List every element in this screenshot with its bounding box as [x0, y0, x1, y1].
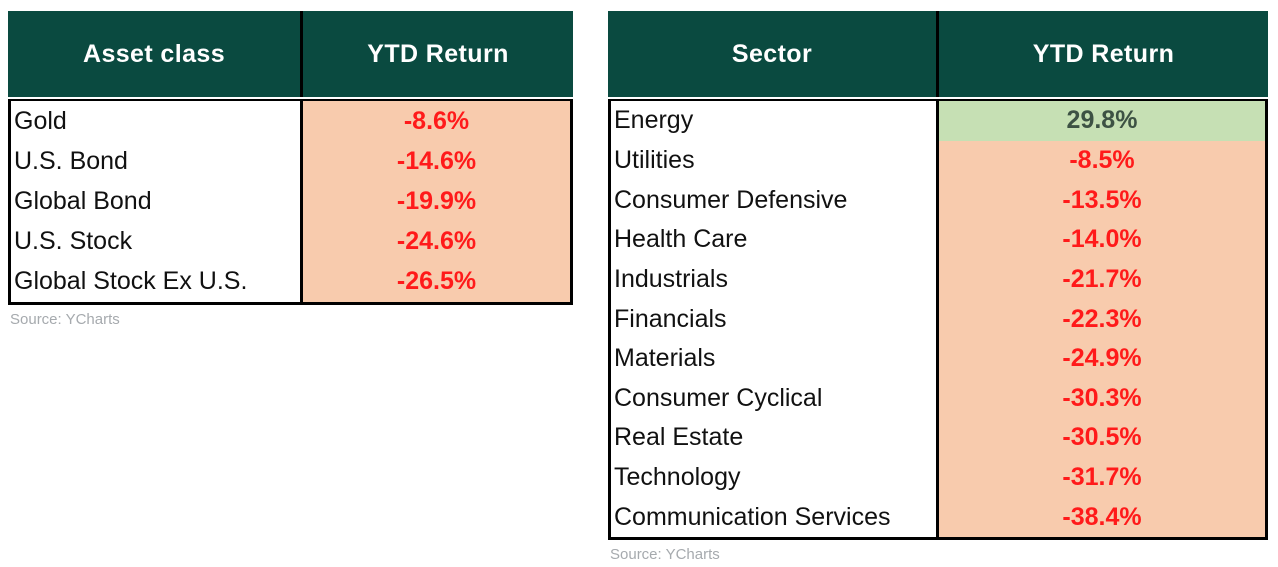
table-row: U.S. Stock -24.6% [11, 221, 570, 262]
row-label: U.S. Bond [11, 141, 303, 182]
row-value: -30.3% [939, 378, 1265, 419]
row-label: Technology [611, 457, 939, 498]
table-row: Technology -31.7% [611, 457, 1265, 498]
row-value: -13.5% [939, 180, 1265, 220]
row-label: Gold [11, 101, 303, 142]
row-value: -31.7% [939, 457, 1265, 498]
row-label: Utilities [611, 140, 939, 181]
header-cell-ytd-return: YTD Return [1032, 39, 1175, 68]
table-row: Global Bond -19.9% [11, 181, 570, 222]
table-row: Financials -22.3% [611, 299, 1265, 339]
header-cell-sector: Sector [608, 11, 939, 97]
table-row: Consumer Cyclical -30.3% [611, 378, 1265, 419]
table-row: Utilities -8.5% [611, 140, 1265, 181]
row-label: Financials [611, 299, 939, 339]
row-value: -38.4% [939, 497, 1265, 538]
row-value: -21.7% [939, 259, 1265, 300]
sector-table-body: Energy 29.8% Utilities -8.5% Consumer Defens… [608, 99, 1268, 540]
row-value: -14.6% [303, 141, 570, 182]
table-row: Communication Services -38.4% [611, 497, 1265, 538]
sector-table: Sector YTD Return Energy 29.8% Utilities -8… [608, 11, 1268, 563]
row-label: Real Estate [611, 418, 939, 458]
table-row: Global Stock Ex U.S. -26.5% [11, 261, 570, 303]
header-cell-asset-class: Asset class [8, 11, 303, 97]
row-value: -19.9% [303, 181, 570, 222]
row-label: Global Bond [11, 181, 303, 222]
source-note: Source: YCharts [10, 311, 120, 328]
table-row: Real Estate -30.5% [611, 418, 1265, 458]
row-label: Consumer Cyclical [611, 378, 939, 419]
asset-class-table: Asset class YTD Return Gold -8.6% U.S. Bon… [8, 11, 573, 328]
row-label: Industrials [611, 259, 939, 300]
row-value: 29.8% [939, 101, 1265, 141]
asset-class-table-body: Gold -8.6% U.S. Bond -14.6% Global Bond -19.9… [8, 99, 573, 305]
row-value: -30.5% [939, 418, 1265, 458]
table-row: Gold -8.6% [11, 101, 570, 142]
table-row: Materials -24.9% [611, 338, 1265, 379]
row-label: U.S. Stock [11, 221, 303, 262]
row-label: Communication Services [611, 497, 939, 538]
row-value: -22.3% [939, 299, 1265, 339]
table-row: Consumer Defensive -13.5% [611, 180, 1265, 220]
row-label: Global Stock Ex U.S. [11, 261, 303, 303]
row-label: Health Care [611, 219, 939, 260]
source-note: Source: YCharts [610, 546, 720, 563]
table-row: Health Care -14.0% [611, 219, 1265, 260]
sector-table-header: Sector YTD Return [608, 11, 1268, 97]
table-row: Energy 29.8% [611, 101, 1265, 141]
table-row: U.S. Bond -14.6% [11, 141, 570, 182]
row-value: -26.5% [303, 261, 570, 303]
row-value: -8.6% [303, 101, 570, 142]
asset-class-table-header: Asset class YTD Return [8, 11, 573, 97]
table-row: Industrials -21.7% [611, 259, 1265, 300]
row-value: -24.9% [939, 338, 1265, 379]
row-value: -8.5% [939, 140, 1265, 181]
row-value: -14.0% [939, 219, 1265, 260]
row-label: Energy [611, 101, 939, 141]
row-label: Materials [611, 338, 939, 379]
row-label: Consumer Defensive [611, 180, 939, 220]
row-value: -24.6% [303, 221, 570, 262]
header-cell-ytd-return: YTD Return [367, 39, 509, 68]
